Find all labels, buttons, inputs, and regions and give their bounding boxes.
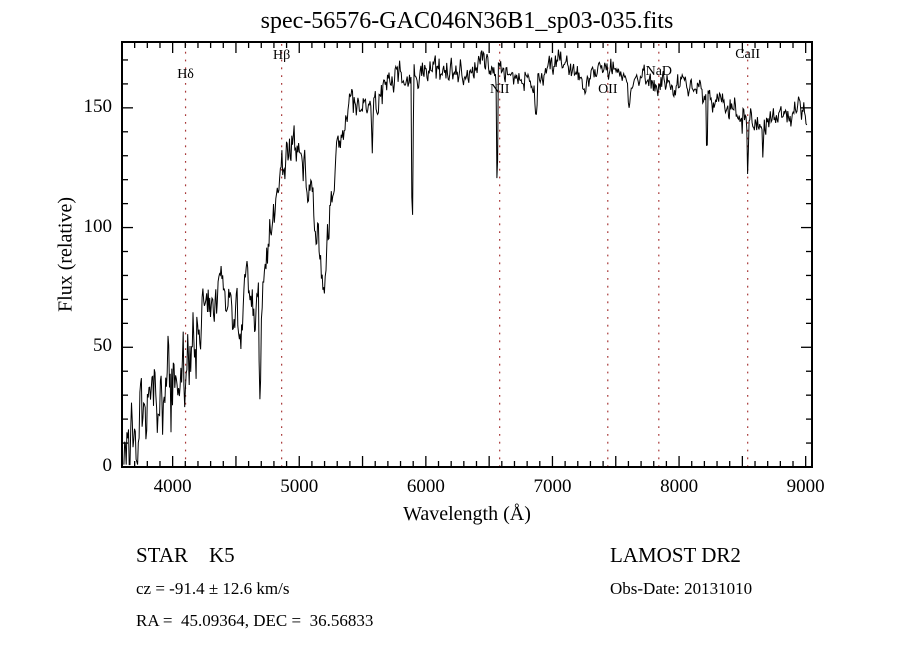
x-tick-label: 5000	[280, 476, 319, 497]
x-tick-label: 7000	[533, 476, 572, 497]
axis-ticks	[122, 42, 812, 467]
x-tick-label: 6000	[406, 476, 445, 497]
x-tick-label: 8000	[660, 476, 699, 497]
spectral-line-label: CaII	[735, 47, 761, 62]
x-axis-label: Wavelength (Å)	[403, 503, 531, 525]
obs-date-label: Obs-Date: 20131010	[610, 579, 753, 598]
survey-release-label: LAMOST DR2	[610, 543, 741, 567]
y-tick-label: 100	[83, 215, 113, 237]
object-class-label: STAR K5	[136, 543, 235, 567]
y-tick-label: 50	[93, 335, 112, 357]
spectral-line-label: Hδ	[177, 67, 194, 82]
y-tick-label: 0	[102, 455, 113, 476]
spectral-line-label: NaD	[645, 64, 673, 79]
plot-title: spec-56576-GAC046N36B1_sp03-035.fits	[260, 8, 674, 34]
spectral-line-label: OII	[598, 82, 618, 97]
y-tick-label: 150	[83, 95, 113, 117]
y-axis-label: Flux (relative)	[54, 197, 77, 312]
spectral-line-label: Hβ	[273, 48, 291, 63]
x-tick-label: 4000	[153, 476, 192, 497]
spectral-line-label: NII	[489, 82, 510, 97]
cz-value-label: cz = -91.4 ± 12.6 km/s	[136, 579, 290, 598]
plot-frame	[121, 41, 813, 468]
x-tick-label: 9000	[786, 476, 825, 497]
spectral-line-markers	[184, 44, 749, 466]
ra-dec-label: RA = 45.09364, DEC = 36.56833	[136, 611, 374, 630]
spectrum-line	[123, 49, 808, 466]
